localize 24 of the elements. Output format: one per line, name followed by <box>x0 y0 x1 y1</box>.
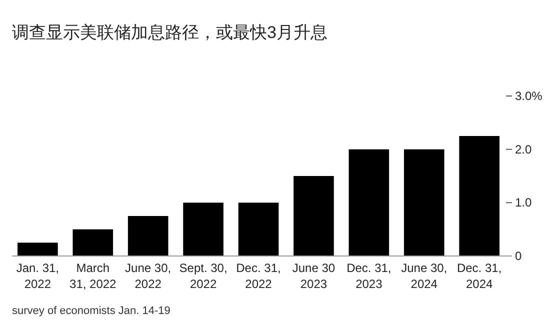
bar <box>183 202 224 256</box>
x-tick-label: Dec. 31, 2024 <box>456 261 502 291</box>
x-tick-label: June 30, 2022 <box>125 261 172 291</box>
y-tick-label: 3.0% <box>515 89 543 103</box>
x-tick-label: Dec. 31, 2023 <box>346 261 392 291</box>
y-tick-label: 2.0 <box>515 142 532 156</box>
bar <box>404 149 444 256</box>
x-tick-label: Jan. 31, 2022 <box>16 261 60 291</box>
bar <box>348 149 390 256</box>
bar <box>238 202 279 256</box>
text: survey of economists Jan. 14-19 <box>12 305 170 317</box>
x-tick-label: March 31, 2022 <box>70 261 117 291</box>
y-tick-label: 1.0 <box>515 196 532 210</box>
x-tick-label: June 30, 2024 <box>401 261 448 291</box>
y-tick-label: 0 <box>515 249 522 263</box>
x-tick-label: Sept. 30, 2022 <box>179 261 228 291</box>
chart-title: 调查显示美联储加息路径，或最快3月升息 <box>12 23 328 42</box>
bar <box>128 216 168 256</box>
bar <box>72 229 114 256</box>
bar <box>294 176 334 256</box>
x-tick-label: Dec. 31, 2022 <box>236 261 281 291</box>
x-tick-label: June 30 2023 <box>292 261 336 291</box>
bar <box>18 242 58 256</box>
bar <box>459 136 500 256</box>
